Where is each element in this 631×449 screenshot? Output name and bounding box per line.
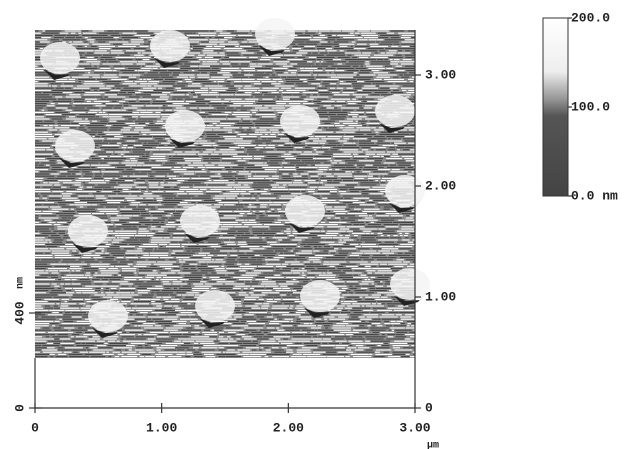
bump-shadow [394, 292, 427, 306]
bump-highlight [300, 280, 340, 312]
x-tick-label: 3.00 [399, 420, 430, 435]
bump-highlight [385, 175, 425, 207]
bump-shadow [284, 129, 317, 143]
z-tick-label: 0 [12, 404, 27, 412]
z-tick-label: 400 [12, 301, 27, 325]
y-tick-label: 3.00 [425, 67, 456, 82]
bump-shadow [389, 199, 422, 213]
bump-shadow [304, 304, 337, 318]
colorbar-tick-label: 200.0 [571, 10, 610, 25]
bump-highlight [375, 95, 415, 127]
bump-shadow [72, 239, 105, 253]
afm-image [35, 18, 430, 358]
bump-highlight [40, 42, 80, 74]
x-tick-label: 2.00 [273, 420, 304, 435]
bump-shadow [59, 154, 92, 168]
bump-highlight [55, 130, 95, 162]
bump-shadow [169, 134, 202, 148]
y-tick-label: 1.00 [425, 289, 456, 304]
bump-shadow [154, 54, 187, 68]
bump-shadow [379, 119, 412, 133]
y-tick-label: 0 [425, 400, 433, 415]
bump-highlight [195, 290, 235, 322]
bump-shadow [184, 229, 217, 243]
z-axis-label: nm [16, 277, 27, 289]
bump-shadow [259, 42, 292, 56]
bump-shadow [289, 219, 322, 233]
x-tick-label: 0 [31, 420, 39, 435]
y-tick-label: 2.00 [425, 178, 456, 193]
x-axis-label: μm [427, 441, 439, 449]
bump-shadow [92, 324, 125, 338]
colorbar-tick-label: 100.0 [571, 99, 610, 114]
bump-highlight [255, 18, 295, 50]
bump-highlight [68, 215, 108, 247]
bump-highlight [150, 30, 190, 62]
bump-highlight [390, 268, 430, 300]
bump-shadow [44, 66, 77, 80]
bump-highlight [88, 300, 128, 332]
bump-highlight [280, 105, 320, 137]
bump-shadow [199, 314, 232, 328]
axes: 0 1.00 2.00 3.00 0 1.00 2.00 3.00 0 400 nm 0.0 nm 10… [12, 10, 618, 435]
x-tick-label: 1.00 [146, 420, 177, 435]
bump-highlight [165, 110, 205, 142]
bump-highlight [180, 205, 220, 237]
bump-highlight [285, 195, 325, 227]
colorbar [542, 17, 569, 197]
colorbar-tick-label: 0.0 nm [571, 188, 618, 203]
